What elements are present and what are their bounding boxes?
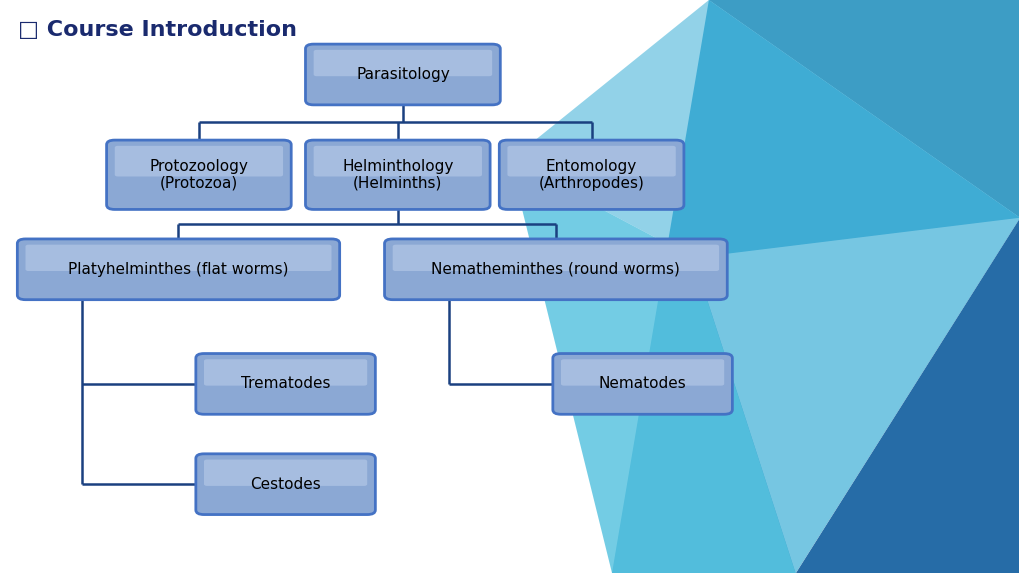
Text: Cestodes: Cestodes	[250, 477, 321, 492]
FancyBboxPatch shape	[314, 146, 482, 176]
FancyBboxPatch shape	[306, 44, 500, 105]
Polygon shape	[708, 0, 1019, 218]
FancyBboxPatch shape	[392, 245, 718, 271]
Polygon shape	[510, 0, 1019, 573]
Polygon shape	[510, 160, 795, 573]
FancyBboxPatch shape	[107, 140, 291, 210]
FancyBboxPatch shape	[114, 146, 283, 176]
FancyBboxPatch shape	[306, 140, 489, 210]
FancyBboxPatch shape	[560, 359, 723, 386]
FancyBboxPatch shape	[204, 359, 367, 386]
Polygon shape	[611, 0, 1019, 573]
Polygon shape	[510, 0, 1019, 573]
Text: Protozoology
(Protozoa): Protozoology (Protozoa)	[150, 159, 248, 191]
FancyBboxPatch shape	[17, 239, 339, 300]
FancyBboxPatch shape	[498, 140, 683, 210]
Text: Nematodes: Nematodes	[598, 376, 686, 391]
Text: Entomology
(Arthropodes): Entomology (Arthropodes)	[538, 159, 644, 191]
Text: Nematheminthes (round worms): Nematheminthes (round worms)	[431, 262, 680, 277]
Text: □ Course Introduction: □ Course Introduction	[18, 20, 298, 40]
FancyBboxPatch shape	[384, 239, 727, 300]
FancyBboxPatch shape	[25, 245, 331, 271]
FancyBboxPatch shape	[196, 454, 375, 515]
Polygon shape	[795, 218, 1019, 573]
Text: Parasitology: Parasitology	[356, 67, 449, 82]
FancyBboxPatch shape	[204, 460, 367, 486]
Text: Trematodes: Trematodes	[240, 376, 330, 391]
Polygon shape	[693, 218, 1019, 573]
Text: Platyhelminthes (flat worms): Platyhelminthes (flat worms)	[68, 262, 288, 277]
FancyBboxPatch shape	[507, 146, 675, 176]
Text: Helminthology
(Helminths): Helminthology (Helminths)	[341, 159, 453, 191]
FancyBboxPatch shape	[196, 354, 375, 414]
FancyBboxPatch shape	[314, 50, 492, 76]
FancyBboxPatch shape	[552, 354, 732, 414]
